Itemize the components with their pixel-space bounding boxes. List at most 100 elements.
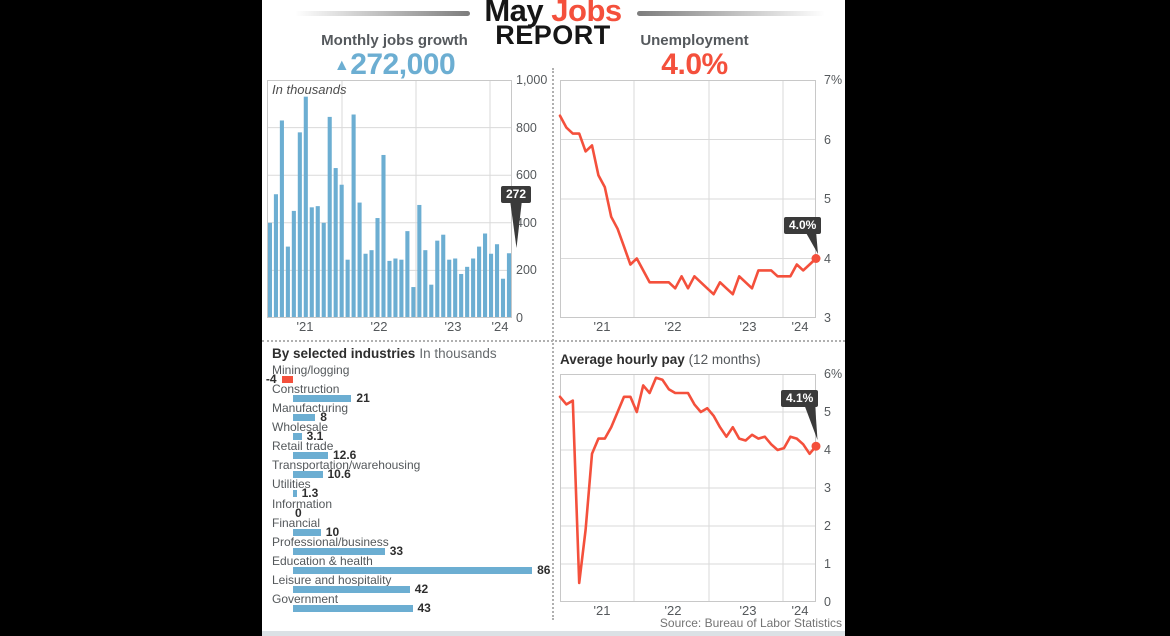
industry-label: Financial bbox=[272, 515, 321, 530]
title-jobs-word: Jobs bbox=[551, 0, 622, 28]
letterbox-right bbox=[845, 0, 1170, 636]
industry-row: Retail trade 12.6 bbox=[272, 440, 840, 463]
plot-border bbox=[560, 374, 816, 602]
industry-row: Government 43 bbox=[272, 593, 840, 614]
industry-value: 12.6 bbox=[333, 448, 357, 463]
x-tick-label: '24 bbox=[791, 603, 809, 618]
industry-bar bbox=[293, 414, 316, 422]
jobs-bar bbox=[506, 253, 512, 318]
industry-label: Mining/logging bbox=[272, 363, 350, 377]
industry-bar bbox=[293, 547, 385, 555]
y-tick-label: 3 bbox=[824, 311, 831, 325]
y-tick-label: 2 bbox=[824, 519, 831, 533]
jobs-bar bbox=[291, 210, 296, 318]
industry-bar bbox=[293, 490, 297, 498]
industry-row: Financial 10 bbox=[272, 515, 840, 538]
industry-row: Manufacturing 8 bbox=[272, 402, 840, 423]
jobs-growth-label: Monthly jobs growth bbox=[321, 32, 468, 49]
industry-value: 42 bbox=[414, 581, 429, 596]
industry-bar bbox=[293, 566, 533, 574]
pay-chart-title-text: Average hourly pay bbox=[560, 352, 685, 367]
x-tick-label: '23 bbox=[739, 319, 757, 334]
industry-value: 3.1 bbox=[306, 429, 324, 444]
industry-bar bbox=[293, 528, 321, 536]
plot-border bbox=[560, 80, 816, 318]
data-line bbox=[558, 376, 818, 585]
industry-row: Mining/logging -4 bbox=[266, 363, 840, 385]
industry-row: Leisure and hospitality 42 bbox=[272, 574, 840, 596]
industries-title: By selected industries In thousands bbox=[272, 346, 497, 361]
jobs-bar bbox=[405, 231, 410, 318]
x-tick-label: '21 bbox=[593, 603, 611, 618]
industry-value: 1.3 bbox=[301, 486, 319, 501]
industry-bar bbox=[293, 452, 328, 460]
x-tick-label: '24 bbox=[791, 319, 809, 334]
jobs-bar bbox=[441, 234, 446, 318]
y-tick-label: 0 bbox=[516, 311, 523, 325]
jobs-bar bbox=[435, 240, 440, 318]
x-tick-label: '21 bbox=[296, 319, 314, 334]
header-rule-right bbox=[637, 11, 825, 16]
industry-row: Transportation/warehousing 10.6 bbox=[272, 458, 840, 480]
end-point-dot bbox=[811, 441, 821, 451]
industries-units-note: In thousands bbox=[419, 346, 497, 361]
page-title: May Jobs REPORT bbox=[448, 0, 658, 49]
title-month: May bbox=[484, 0, 552, 28]
jobs-bar bbox=[447, 259, 452, 318]
jobs-bar bbox=[465, 266, 470, 318]
vertical-divider bbox=[552, 68, 554, 620]
end-point-dot bbox=[811, 254, 821, 263]
jobs-growth-number: 272,000 bbox=[350, 47, 456, 81]
source-attribution: Source: Bureau of Labor Statistics bbox=[659, 616, 842, 630]
unemployment-label: Unemployment bbox=[640, 32, 749, 49]
unemployment-callout-pointer bbox=[805, 231, 818, 254]
jobs-growth-stat: Monthly jobs growth ▲272,000 bbox=[292, 33, 497, 80]
jobs-bar bbox=[500, 278, 506, 318]
jobs-bar bbox=[351, 114, 356, 318]
jobs-callout-pointer bbox=[510, 200, 522, 248]
industry-row: Construction 21 bbox=[272, 382, 840, 404]
jobs-bar bbox=[267, 222, 272, 318]
report-panel: May Jobs REPORT Monthly jobs growth ▲272… bbox=[262, 0, 845, 636]
y-tick-label: 4 bbox=[824, 443, 831, 457]
x-tick-label: '24 bbox=[491, 319, 509, 334]
jobs-bar bbox=[315, 206, 320, 318]
jobs-bar bbox=[375, 218, 380, 318]
data-line bbox=[558, 114, 818, 296]
industry-row: Wholesale 3.1 bbox=[272, 421, 840, 444]
industry-row: Education & health 86 bbox=[272, 553, 840, 576]
jobs-chart-units-note: In thousands bbox=[272, 82, 347, 97]
jobs-bar bbox=[387, 260, 392, 318]
industry-label: Information bbox=[272, 496, 333, 511]
industry-label: Construction bbox=[272, 382, 340, 397]
industry-label: Utilities bbox=[272, 477, 311, 492]
industry-label: Education & health bbox=[272, 553, 373, 568]
industry-row: Professional/business 33 bbox=[272, 536, 840, 558]
industry-label: Transportation/warehousing bbox=[272, 458, 421, 473]
y-tick-label: 5 bbox=[824, 192, 831, 206]
jobs-bar bbox=[489, 253, 494, 318]
jobs-callout-badge: 272 bbox=[501, 186, 532, 203]
jobs-bar bbox=[285, 246, 290, 318]
page-title-line2: REPORT bbox=[495, 19, 611, 50]
y-tick-label: 200 bbox=[516, 263, 537, 278]
unemployment-stat: Unemployment 4.0% bbox=[592, 33, 797, 80]
y-tick-label: 6 bbox=[824, 132, 831, 147]
jobs-bar bbox=[471, 258, 476, 318]
industry-value: 33 bbox=[389, 543, 404, 558]
jobs-bar bbox=[393, 258, 398, 318]
jobs-bar bbox=[494, 244, 500, 318]
unemployment-line-chart bbox=[558, 80, 821, 318]
x-tick-label: '22 bbox=[664, 603, 682, 618]
jobs-bar bbox=[477, 246, 482, 318]
y-tick-label: 400 bbox=[516, 215, 537, 230]
industry-bar bbox=[293, 395, 352, 403]
pay-chart-title: Average hourly pay (12 months) bbox=[560, 352, 761, 367]
unemployment-value: 4.0% bbox=[661, 47, 728, 81]
letterbox-left bbox=[0, 0, 262, 636]
jobs-bar bbox=[303, 96, 308, 318]
jobs-bar bbox=[429, 284, 434, 318]
industry-row: Utilities 1.3 bbox=[272, 477, 840, 501]
up-triangle-icon: ▲ bbox=[333, 56, 350, 74]
